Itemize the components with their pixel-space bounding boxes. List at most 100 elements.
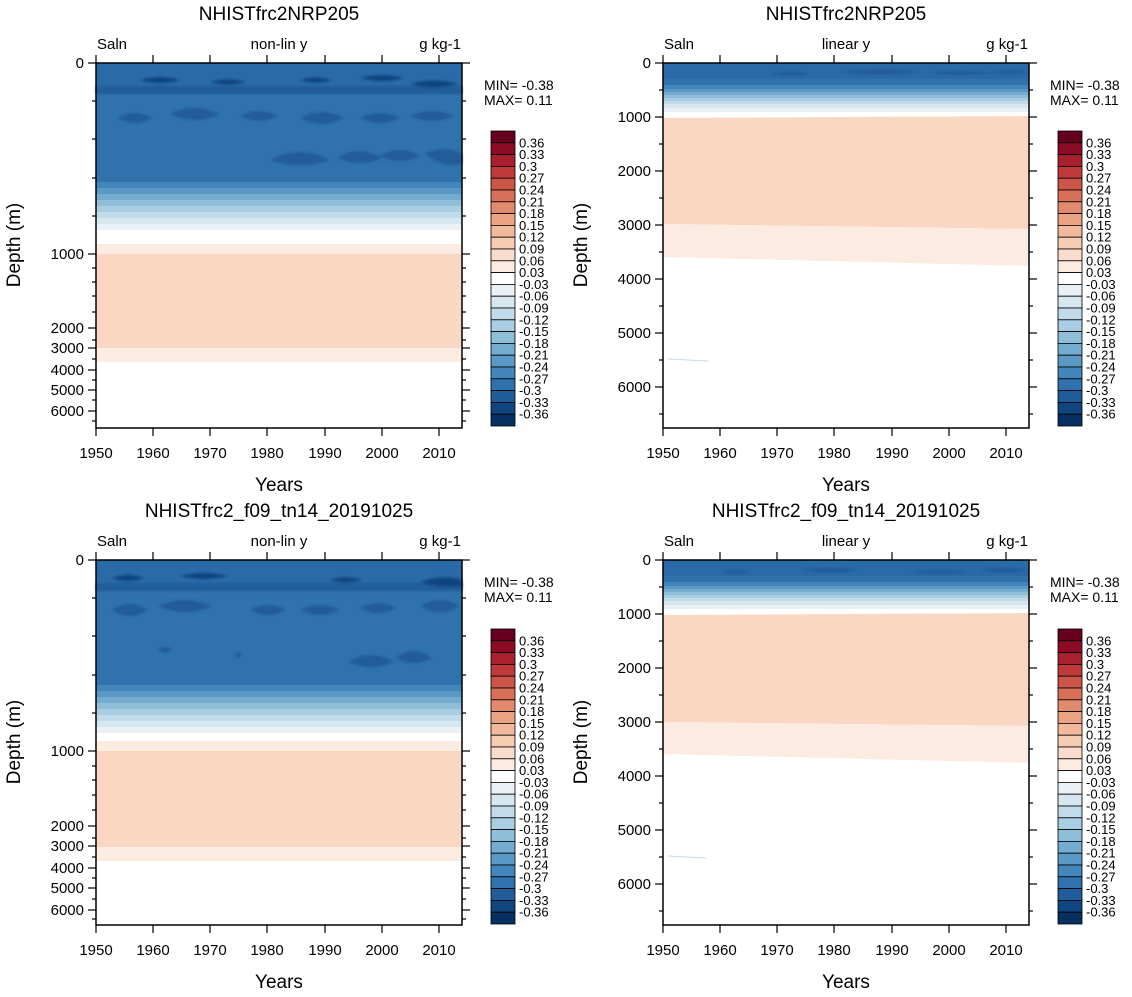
colorbar-label: 0.09 — [1086, 740, 1111, 755]
y-tick-label: 2000 — [618, 660, 651, 677]
colorbar-box — [490, 675, 516, 689]
colorbar-label: 0.18 — [519, 206, 544, 221]
colorbar-label: -0.21 — [519, 348, 549, 363]
colorbar-box — [490, 699, 516, 712]
colorbar-box — [1057, 354, 1083, 368]
colorbar-box — [1057, 876, 1083, 889]
colorbar-box — [1057, 829, 1083, 842]
right-string: g kg-1 — [986, 533, 1028, 550]
max-label: MAX= 0.11 — [484, 92, 553, 108]
colorbar-label: -0.03 — [519, 277, 549, 292]
y-tick-labels: 0 1000 2000 3000 4000 5000 6000 — [618, 55, 651, 396]
colorbar-box — [1057, 723, 1083, 736]
colorbar-label: 0.18 — [1086, 206, 1111, 221]
x-tick-label: 2010 — [422, 942, 455, 959]
surface-streaks — [112, 573, 462, 587]
colorbar-box — [490, 378, 516, 391]
colorbar-box — [1057, 130, 1083, 144]
x-tick-labels: 1950 1960 1970 1980 1990 2000 2010 — [646, 445, 1022, 462]
colorbar-box — [1057, 652, 1083, 665]
y-axis — [655, 559, 1037, 912]
colorbar-box — [490, 723, 516, 736]
x-tick-label: 1990 — [308, 445, 341, 462]
colorbar-label: 0.06 — [1086, 751, 1111, 766]
y-tick-label: 3000 — [51, 340, 84, 357]
y-tick-labels: 0 1000 2000 3000 4000 5000 6000 — [51, 55, 84, 420]
colorbar-box — [490, 236, 516, 250]
x-axis-label: Years — [822, 972, 870, 993]
colorbar-box — [1057, 319, 1083, 332]
colorbar-box — [490, 734, 516, 748]
colorbar-box — [490, 805, 516, 819]
colorbar-box — [1057, 413, 1083, 427]
colorbar-label: 0.09 — [519, 740, 544, 755]
y-tick-label: 1000 — [618, 109, 651, 126]
colorbar-box — [490, 687, 516, 701]
colorbar-box — [1057, 805, 1083, 819]
colorbar-label: 0.21 — [1086, 194, 1111, 209]
colorbar-box — [490, 177, 516, 191]
colorbar-label: 0.24 — [519, 681, 544, 696]
y-tick-labels: 0 1000 2000 3000 4000 5000 6000 — [618, 552, 651, 893]
y-tick-label: 4000 — [618, 768, 651, 785]
colorbar-label: 0.18 — [1086, 704, 1111, 719]
x-tick-label: 1960 — [703, 445, 736, 462]
colorbar-box — [490, 342, 516, 356]
colorbar-label: -0.27 — [1086, 869, 1116, 884]
center-string: linear y — [822, 533, 871, 550]
colorbar-label: -0.36 — [1086, 905, 1116, 920]
colorbar-label: 0.36 — [519, 633, 544, 648]
colorbar-label: -0.06 — [519, 289, 549, 304]
colorbar-box — [1057, 793, 1083, 807]
colorbar-box — [490, 758, 516, 771]
y-tick-label: 2000 — [618, 163, 651, 180]
colorbar-box — [490, 640, 516, 653]
y-tick-label: 2000 — [51, 320, 84, 337]
fresh-patches — [96, 583, 462, 667]
colorbar-box — [1057, 189, 1083, 203]
colorbar-label: -0.03 — [519, 775, 549, 790]
salinity-band-deep-positive — [663, 613, 1029, 726]
colorbar-label: -0.15 — [519, 822, 549, 837]
x-tick-label: 2000 — [932, 942, 965, 959]
colorbar-label: 0.06 — [1086, 253, 1111, 268]
colorbar-box — [490, 319, 516, 332]
colorbar-box — [1057, 307, 1083, 321]
colorbar-label: 0.27 — [519, 669, 544, 684]
colorbar-label: 0.12 — [519, 728, 544, 743]
colorbar-label: -0.3 — [1086, 881, 1108, 896]
colorbar-box — [490, 829, 516, 842]
x-tick-label: 1990 — [875, 942, 908, 959]
colorbar-box — [1057, 236, 1083, 250]
x-tick-label: 2000 — [932, 445, 965, 462]
colorbar-label: 0.15 — [1086, 218, 1111, 233]
colorbar-box — [1057, 817, 1083, 830]
colorbar-box — [490, 272, 516, 285]
colorbar-box — [1057, 888, 1083, 901]
y-tick-label: 6000 — [51, 902, 84, 919]
colorbar-label: -0.33 — [519, 893, 549, 908]
x-tick-label: 1960 — [703, 942, 736, 959]
colorbar-box — [490, 746, 516, 760]
colorbar-box — [490, 366, 516, 380]
colorbar-label: -0.09 — [519, 301, 549, 316]
colorbar-label: -0.24 — [519, 858, 549, 873]
x-axis-label: Years — [822, 475, 870, 496]
min-label: MIN= -0.38 — [484, 77, 554, 93]
y-tick-label: 1000 — [618, 606, 651, 623]
x-tick-label: 1960 — [136, 942, 169, 959]
colorbar-label: -0.15 — [1086, 822, 1116, 837]
colorbar-label: 0.36 — [1086, 135, 1111, 150]
x-axis — [662, 55, 1007, 436]
colorbar-box — [1057, 699, 1083, 712]
y-tick-label: 5000 — [618, 822, 651, 839]
x-axis-label: Years — [255, 475, 303, 496]
y-tick-label: 6000 — [618, 379, 651, 396]
colorbar-box — [490, 401, 516, 415]
plot-area — [662, 559, 1030, 926]
colorbar-label: 0.27 — [1086, 171, 1111, 186]
colorbar-box — [490, 817, 516, 830]
colorbar-label: 0.24 — [1086, 681, 1111, 696]
y-axis-label: Depth (m) — [571, 700, 592, 784]
colorbar: 0.360.330.30.270.240.210.180.150.120.090… — [1057, 628, 1116, 925]
